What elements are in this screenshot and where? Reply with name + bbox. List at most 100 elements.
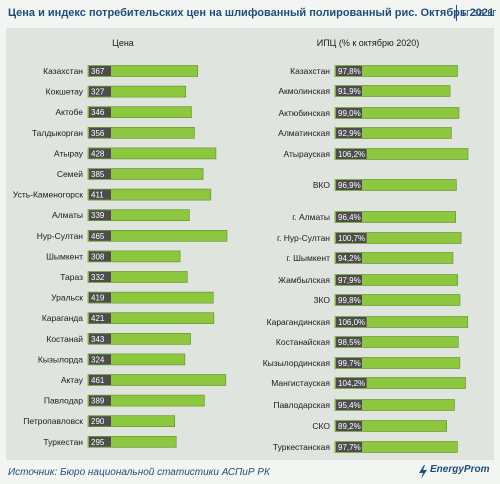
price-category-label: Нур-Султан — [37, 231, 84, 241]
cpi-bar — [334, 107, 460, 119]
cpi-value-label: 104,2% — [338, 379, 365, 388]
price-value-label: 411 — [91, 191, 104, 200]
cpi-category-label: г. Нур-Султан — [277, 233, 330, 243]
price-value-box — [89, 354, 111, 365]
price-value-box — [89, 210, 111, 221]
cpi-value-box — [336, 212, 362, 222]
price-value-box — [89, 189, 111, 200]
cpi-value-box — [336, 108, 362, 118]
price-bar — [87, 250, 181, 263]
price-value-box — [89, 169, 111, 179]
price-bar — [87, 271, 188, 283]
price-value-box — [89, 436, 111, 447]
cpi-bar — [334, 232, 462, 244]
cpi-value-label: 100,7% — [338, 234, 365, 243]
cpi-value-box — [336, 275, 362, 285]
cpi-value-label: 96,4% — [338, 213, 361, 222]
cpi-category-label: СКО — [312, 421, 330, 431]
cpi-category-label: Казахстан — [290, 66, 330, 76]
price-category-label: Туркестан — [43, 437, 83, 447]
price-bar — [87, 188, 212, 201]
price-category-label: Атырау — [54, 148, 84, 158]
price-value-label: 339 — [91, 211, 105, 220]
price-category-label: Талдыкорган — [32, 128, 83, 138]
price-bar — [87, 209, 190, 221]
cpi-bar — [334, 357, 461, 369]
cpi-chart-title: ИПЦ (% к октябрю 2020) — [317, 38, 420, 48]
price-value-box — [89, 107, 111, 118]
price-value-label: 389 — [91, 397, 105, 406]
cpi-value-label: 94,2% — [338, 254, 361, 263]
price-bar — [87, 374, 227, 386]
cpi-bar — [334, 211, 457, 223]
title-bar: Цена и индекс потребительских цен на шли… — [0, 0, 500, 26]
price-category-label: Актау — [61, 375, 84, 385]
price-value-label: 367 — [91, 67, 105, 76]
cpi-value-label: 91,9% — [338, 87, 361, 96]
price-value-label: 346 — [91, 108, 105, 117]
cpi-bar — [334, 294, 461, 306]
cpi-value-label: 106,0% — [338, 318, 365, 327]
price-value-label: 356 — [91, 129, 105, 138]
cpi-category-label: ВКО — [313, 180, 331, 190]
cpi-bar — [334, 420, 448, 432]
cpi-value-box — [336, 149, 367, 159]
cpi-value-box — [336, 180, 362, 190]
price-value-box — [89, 127, 111, 138]
cpi-bar — [334, 399, 455, 411]
price-bar — [87, 435, 177, 448]
price-value-box — [89, 86, 111, 97]
cpi-value-box — [336, 400, 362, 410]
price-category-label: Костанай — [46, 334, 83, 344]
price-value-label: 461 — [91, 376, 105, 385]
price-category-label: Алматы — [52, 210, 83, 220]
price-bar — [87, 106, 192, 118]
lightning-icon — [419, 465, 427, 479]
cpi-value-label: 99,0% — [338, 109, 361, 118]
cpi-value-box — [336, 378, 367, 388]
price-bar — [87, 85, 187, 98]
price-bar — [87, 394, 205, 407]
cpi-value-label: 99,8% — [338, 296, 361, 305]
price-category-label: Петропавловск — [23, 416, 83, 426]
cpi-category-label: Актюбинская — [278, 108, 330, 118]
cpi-category-label: г. Алматы — [292, 212, 330, 222]
price-category-label: Шымкент — [46, 251, 83, 261]
price-value-label: 421 — [91, 314, 105, 323]
cpi-bar — [334, 336, 459, 348]
price-category-label: Казахстан — [43, 66, 83, 76]
cpi-bar — [334, 316, 469, 328]
price-value-box — [89, 333, 111, 344]
cpi-category-label: Акмолинская — [278, 86, 330, 96]
cpi-category-label: Карагандинская — [267, 317, 331, 327]
price-bar — [87, 168, 204, 180]
cpi-value-box — [336, 442, 362, 452]
price-value-label: 419 — [91, 294, 105, 303]
cpi-value-label: 97,7% — [338, 443, 361, 452]
price-bar — [87, 147, 217, 160]
cpi-category-label: Павлодарская — [273, 400, 330, 410]
price-value-label: 308 — [91, 252, 105, 261]
cpi-category-label: Кызылординская — [263, 358, 331, 368]
price-value-box — [89, 251, 111, 262]
cpi-category-label: ЗКО — [313, 295, 330, 305]
price-value-label: 295 — [91, 438, 105, 447]
price-value-box — [89, 395, 111, 406]
price-bar — [87, 353, 186, 366]
price-bar — [87, 415, 175, 428]
price-value-box — [89, 313, 111, 324]
price-bar — [87, 332, 191, 345]
price-category-label: Уральск — [51, 293, 83, 303]
price-category-label: Кокшетау — [46, 87, 84, 97]
cpi-value-box — [336, 128, 362, 138]
cpi-bar — [334, 252, 454, 264]
cpi-value-label: 97,8% — [338, 67, 361, 76]
chart-title: Цена и индекс потребительских цен на шли… — [8, 7, 495, 19]
cpi-bar — [334, 148, 469, 160]
cpi-value-box — [336, 295, 362, 305]
price-value-box — [89, 375, 111, 385]
cpi-bar — [334, 65, 458, 77]
cpi-value-label: 95,4% — [338, 401, 361, 410]
price-category-label: Караганда — [42, 313, 83, 323]
cpi-category-label: Атырауская — [284, 149, 331, 159]
